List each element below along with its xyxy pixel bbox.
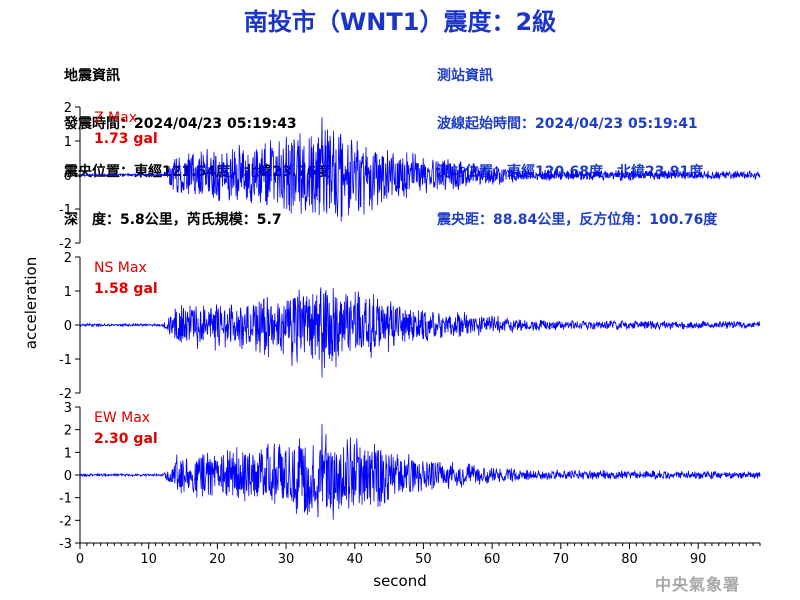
waveform-trace (79, 287, 761, 378)
agency-watermark: 中央氣象署 (655, 575, 741, 594)
x-axis-label: second (373, 572, 427, 590)
station-info-heading: 測站資訊 (437, 68, 493, 84)
y-tick-label: 2 (64, 424, 72, 439)
y-tick-label: 2 (64, 251, 72, 266)
panel-max-value: 1.73 gal (94, 131, 158, 147)
x-tick-label: 20 (209, 552, 226, 567)
panel-max-name: Z Max (94, 110, 137, 126)
y-tick-label: 1 (64, 135, 72, 150)
x-tick-label: 0 (76, 552, 84, 567)
panel-2: 3 2 1 0 -1 -2 -3 EW Max 2.30 gal (59, 401, 761, 552)
y-tick-label: 2 (64, 101, 72, 116)
panel-max-value: 1.58 gal (94, 281, 158, 297)
y-tick-label: -1 (59, 353, 72, 368)
y-tick-label: -1 (59, 492, 72, 507)
origin-time: 發震時間：2024/04/23 05:19:43 (64, 116, 297, 132)
x-tick-label: 90 (690, 552, 707, 567)
panel-max-name: NS Max (94, 260, 147, 276)
depth-magnitude: 深 度：5.8公里，芮氏規模：5.7 (64, 212, 282, 228)
y-tick-label: -2 (59, 387, 72, 402)
x-tick-label: 70 (553, 552, 570, 567)
x-tick-label: 30 (278, 552, 295, 567)
distance-azimuth: 震央距：88.84公里，反方位角：100.76度 (437, 212, 718, 228)
y-tick-label: -3 (59, 537, 72, 552)
y-tick-label: 1 (64, 285, 72, 300)
y-tick-label: -2 (59, 237, 72, 252)
y-tick-label: 0 (64, 319, 72, 334)
y-tick-label: -1 (59, 203, 72, 218)
panel-max-name: EW Max (94, 410, 150, 426)
y-tick-label: 3 (64, 401, 72, 416)
waveform-trace (79, 117, 761, 222)
y-tick-label: -2 (59, 514, 72, 529)
x-tick-label: 40 (346, 552, 363, 567)
y-axis-label: acceleration (22, 257, 40, 349)
panel-max-value: 2.30 gal (94, 431, 158, 447)
y-tick-label: 0 (64, 169, 72, 184)
chart-title: 南投市（WNT1）震度：2級 (243, 8, 557, 36)
x-tick-label: 50 (415, 552, 432, 567)
panel-1: 2 1 0 -1 -2 NS Max 1.58 gal (59, 251, 761, 402)
y-tick-label: 0 (64, 469, 72, 484)
station-info: 測站資訊 波線起始時間：2024/04/23 05:19:41 測站位置：東經1… (437, 36, 717, 244)
y-tick-label: 1 (64, 446, 72, 461)
x-tick-label: 10 (140, 552, 157, 567)
quake-info-heading: 地震資訊 (64, 68, 120, 84)
x-tick-label: 60 (484, 552, 501, 567)
x-tick-label: 80 (621, 552, 638, 567)
waveform-trace (79, 423, 761, 520)
waveform-start: 波線起始時間：2024/04/23 05:19:41 (437, 116, 698, 132)
panel-0: 2 1 0 -1 -2 Z Max 1.73 gal (59, 101, 761, 252)
